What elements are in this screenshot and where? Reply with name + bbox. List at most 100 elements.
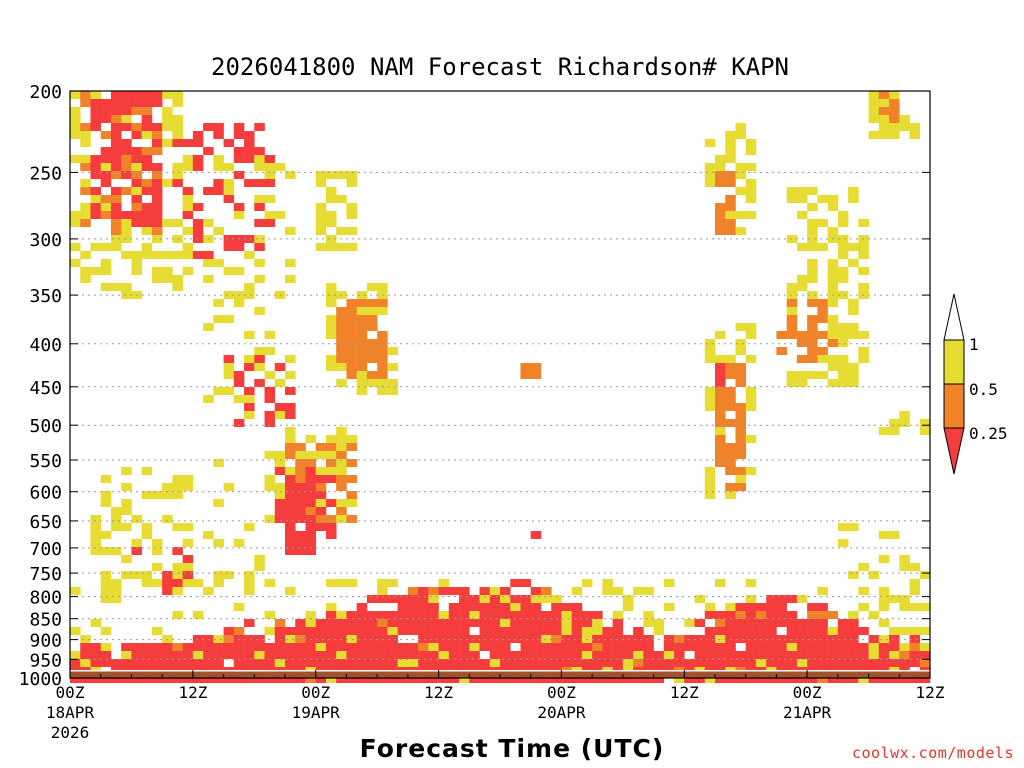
- ri-cell: [110, 155, 122, 163]
- ri-cell: [366, 635, 378, 643]
- ri-cell: [448, 675, 460, 683]
- ri-cell: [70, 627, 81, 635]
- x-tick-label: 00Z: [547, 683, 576, 702]
- ri-cell: [489, 619, 501, 627]
- ri-cell: [325, 627, 337, 635]
- ri-cell: [592, 651, 603, 659]
- ri-cell: [663, 635, 675, 643]
- ri-cell: [213, 459, 224, 467]
- ri-cell: [192, 163, 204, 171]
- ri-cell: [919, 427, 931, 435]
- ri-cell: [704, 611, 716, 619]
- ri-cell: [315, 219, 327, 227]
- ri-cell: [848, 323, 859, 331]
- ri-cell: [530, 603, 542, 611]
- ri-cell: [70, 259, 81, 267]
- ri-cell: [735, 371, 747, 379]
- ri-cell: [510, 659, 521, 667]
- ri-cell: [70, 243, 81, 251]
- ri-cell: [254, 147, 265, 155]
- ri-cell: [807, 347, 818, 355]
- x-tick-date: 19APR: [292, 703, 341, 722]
- ri-cell: [745, 435, 757, 443]
- ri-cell: [346, 179, 357, 187]
- ri-cell: [346, 171, 357, 179]
- ri-cell: [244, 147, 255, 155]
- ri-cell: [356, 627, 368, 635]
- ri-cell: [90, 675, 102, 683]
- ri-cell: [151, 651, 163, 659]
- ri-cell: [899, 643, 910, 651]
- ri-cell: [387, 619, 398, 627]
- ri-cell: [602, 675, 613, 683]
- ri-cell: [141, 675, 153, 683]
- ri-cell: [715, 219, 726, 227]
- ri-cell: [80, 203, 91, 211]
- ri-cell: [858, 563, 869, 571]
- ri-cell: [285, 467, 296, 475]
- ri-cell: [151, 563, 163, 571]
- ri-cell: [356, 331, 368, 339]
- ri-cell: [571, 611, 583, 619]
- ri-cell: [162, 251, 173, 259]
- ri-cell: [500, 651, 511, 659]
- ri-cell: [203, 675, 214, 683]
- ri-cell: [346, 491, 357, 499]
- ri-cell: [131, 91, 142, 99]
- ri-cell: [213, 227, 224, 235]
- ri-cell: [346, 443, 357, 451]
- colorbar-level-label: 0.25: [969, 424, 1008, 443]
- ri-cell: [233, 635, 245, 643]
- ri-cell: [336, 339, 347, 347]
- ri-cell: [131, 219, 142, 227]
- ri-cell: [100, 571, 112, 579]
- ri-cell: [203, 147, 214, 155]
- ri-cell: [305, 547, 317, 555]
- ri-cell: [244, 331, 255, 339]
- y-tick-label: 500: [29, 416, 62, 437]
- ri-cell: [285, 523, 296, 531]
- ri-cell: [70, 155, 81, 163]
- ri-cell: [715, 643, 726, 651]
- ri-cell: [704, 603, 716, 611]
- y-tick-label: 250: [29, 163, 62, 184]
- ri-cell: [131, 155, 142, 163]
- ri-cell: [295, 443, 306, 451]
- ri-cell: [90, 651, 102, 659]
- ri-cell: [500, 619, 511, 627]
- ri-cell: [745, 467, 757, 475]
- ri-cell: [755, 635, 767, 643]
- ri-cell: [346, 651, 357, 659]
- ri-cell: [172, 91, 183, 99]
- ri-cell: [151, 627, 163, 635]
- ri-cell: [735, 347, 747, 355]
- ri-cell: [387, 659, 398, 667]
- ri-cell: [244, 131, 255, 139]
- ri-cell: [325, 619, 337, 627]
- ri-cell: [356, 651, 368, 659]
- ri-cell: [336, 651, 347, 659]
- ri-cell: [90, 163, 102, 171]
- ri-cell: [110, 211, 122, 219]
- ri-cell: [325, 283, 337, 291]
- ri-cell: [346, 299, 357, 307]
- ri-cell: [786, 283, 798, 291]
- ri-cell: [162, 635, 173, 643]
- ri-cell: [837, 651, 849, 659]
- y-tick-label: 550: [29, 451, 62, 472]
- ri-cell: [766, 635, 777, 643]
- ri-cell: [500, 627, 511, 635]
- ri-cell: [377, 579, 388, 587]
- ri-cell: [244, 355, 255, 363]
- ri-cell: [325, 323, 337, 331]
- ri-cell: [878, 635, 890, 643]
- ri-cell: [387, 363, 398, 371]
- ri-cell: [704, 355, 716, 363]
- ri-cell: [151, 579, 163, 587]
- ri-cell: [100, 643, 112, 651]
- ri-cell: [827, 379, 839, 387]
- ri-cell: [500, 603, 511, 611]
- ri-cell: [285, 587, 296, 595]
- ri-cell: [868, 91, 880, 99]
- ri-cell: [100, 491, 112, 499]
